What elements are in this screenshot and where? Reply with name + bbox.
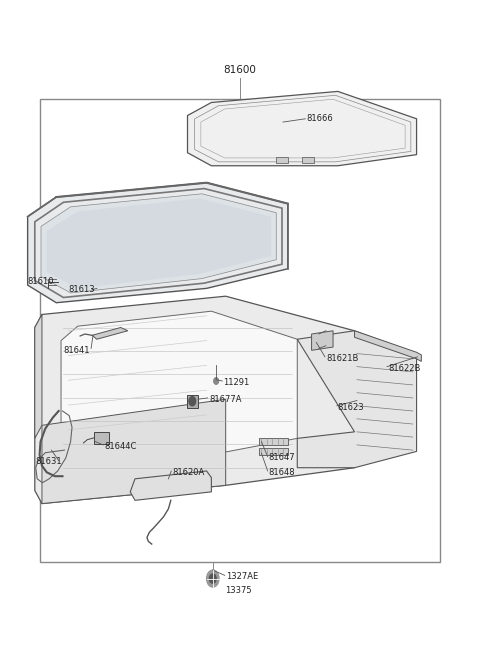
Text: 81641: 81641 xyxy=(63,346,90,355)
Polygon shape xyxy=(188,92,417,166)
Text: 81666: 81666 xyxy=(307,114,334,123)
Polygon shape xyxy=(312,331,333,350)
Text: 81644C: 81644C xyxy=(104,441,136,451)
Bar xyxy=(259,448,288,455)
Polygon shape xyxy=(355,331,421,362)
Bar xyxy=(259,438,288,445)
Text: 81610: 81610 xyxy=(28,277,54,286)
Polygon shape xyxy=(47,198,271,288)
Bar xyxy=(187,395,198,407)
Text: 81622B: 81622B xyxy=(388,364,420,373)
Circle shape xyxy=(209,574,216,583)
Bar xyxy=(302,157,314,163)
Text: 81621B: 81621B xyxy=(326,354,358,363)
Polygon shape xyxy=(41,194,276,293)
Polygon shape xyxy=(42,400,226,504)
Text: 81677A: 81677A xyxy=(209,395,241,403)
Circle shape xyxy=(214,378,218,384)
Text: 81600: 81600 xyxy=(224,65,256,75)
Polygon shape xyxy=(35,296,355,504)
Text: 13375: 13375 xyxy=(225,586,252,595)
Bar xyxy=(276,157,288,163)
Text: 81631: 81631 xyxy=(36,457,62,466)
Polygon shape xyxy=(297,331,417,468)
Polygon shape xyxy=(28,183,288,303)
Circle shape xyxy=(189,397,196,405)
Text: 81613: 81613 xyxy=(68,285,95,294)
Text: 1327AE: 1327AE xyxy=(226,572,258,581)
Text: 81620A: 81620A xyxy=(172,468,204,477)
Polygon shape xyxy=(61,311,297,470)
Polygon shape xyxy=(35,314,42,438)
Text: 81648: 81648 xyxy=(269,468,295,477)
Bar xyxy=(39,99,441,562)
Circle shape xyxy=(206,570,219,587)
Text: 81623: 81623 xyxy=(338,403,364,411)
Text: 11291: 11291 xyxy=(223,379,250,388)
Polygon shape xyxy=(92,328,128,339)
Bar xyxy=(95,432,109,443)
Polygon shape xyxy=(130,471,211,500)
Text: 81647: 81647 xyxy=(269,453,295,462)
